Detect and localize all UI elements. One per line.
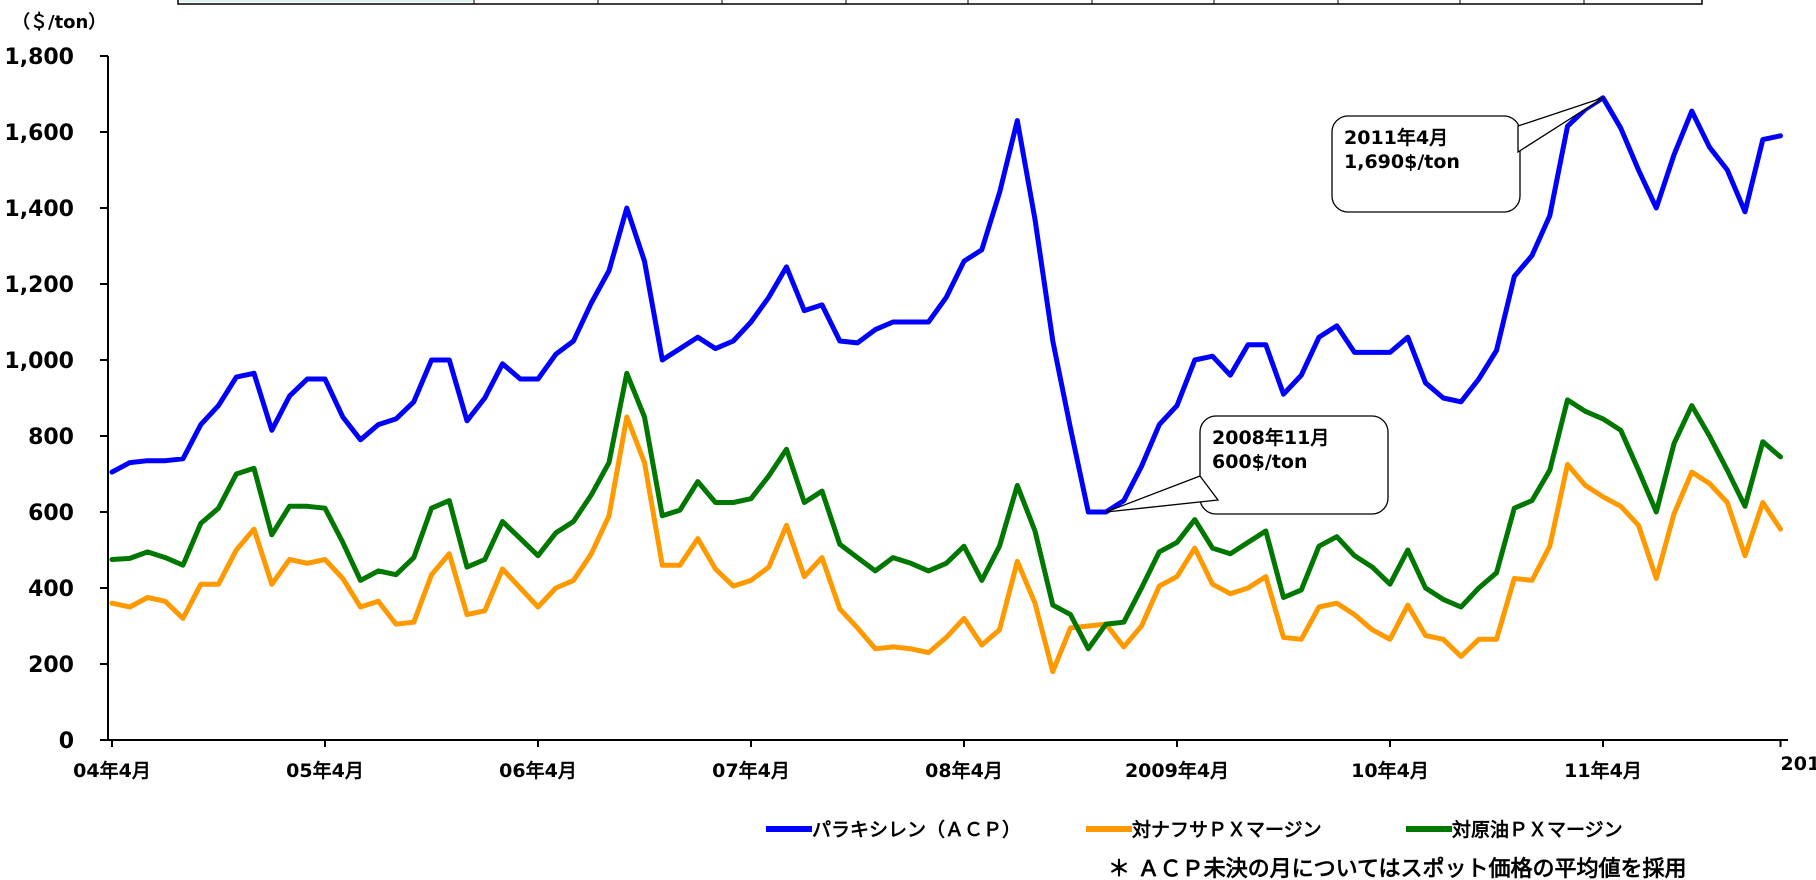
y-tick-label: 1,200 [4, 273, 74, 298]
footnote: ＊ ＡＣＰ未決の月についてはスポット価格の平均値を採用 [1108, 856, 1687, 880]
series-line-1 [109, 414, 1783, 675]
y-tick-label: 800 [28, 425, 74, 450]
legend-label: パラキシレン（ＡＣＰ） [812, 818, 1021, 841]
y-tick-label: 1,000 [4, 349, 74, 374]
series-line-0 [109, 95, 1783, 515]
legend: パラキシレン（ＡＣＰ） 対ナフサＰＸマージン 対原油ＰＸマージン [766, 818, 1623, 841]
y-tick-label: 600 [28, 501, 74, 526]
x-tick-label: 06年4月 [499, 759, 577, 782]
y-tick-label: 1,800 [4, 45, 74, 70]
x-tick-label: 07年4月 [712, 759, 790, 782]
x-tick-label: 05年4月 [286, 759, 364, 782]
x-tick-label: 2009年4月 [1125, 759, 1229, 782]
callout-line1: 2008年11月 [1212, 426, 1329, 449]
x-tick-label: 11年4月 [1564, 759, 1642, 782]
y-axis: 0 200 400 600 800 1,000 1,200 1,400 1,600 1,800 [4, 45, 109, 754]
callout-box [1199, 415, 1389, 515]
y-tick-label: 1,600 [4, 121, 74, 146]
callout-pointer [1105, 475, 1220, 513]
legend-item-0: パラキシレン（ＡＣＰ） [766, 818, 1021, 841]
top-table-remnant [177, 0, 1703, 5]
series-line-2 [109, 370, 1783, 652]
callout-pointer [1517, 97, 1604, 154]
legend-item-2: 対原油ＰＸマージン [1406, 818, 1623, 841]
callout-line2: 600$/ton [1212, 451, 1307, 473]
x-axis: 04年4月 05年4月 06年4月 07年4月 08年4月 2009年4月 10年4月 11年… [73, 739, 1816, 782]
legend-item-1: 対ナフサＰＸマージン [1086, 818, 1322, 841]
y-tick-label: 0 [59, 729, 74, 754]
x-tick-label: 2012年2月 [1781, 752, 1816, 775]
series-layer [109, 95, 1783, 675]
x-tick-label: 10年4月 [1351, 759, 1429, 782]
x-tick-label: 08年4月 [925, 759, 1003, 782]
callout-line2: 1,690$/ton [1344, 151, 1460, 173]
y-tick-label: 400 [28, 577, 74, 602]
legend-label: 対ナフサＰＸマージン [1131, 818, 1322, 841]
y-axis-unit: （＄/ton） [12, 11, 106, 33]
legend-label: 対原油ＰＸマージン [1451, 818, 1623, 841]
x-tick-label: 04年4月 [73, 759, 151, 782]
y-tick-label: 200 [28, 653, 74, 678]
y-tick-label: 1,400 [4, 197, 74, 222]
callout-line1: 2011年4月 [1344, 126, 1448, 149]
callout-box [1331, 115, 1521, 213]
